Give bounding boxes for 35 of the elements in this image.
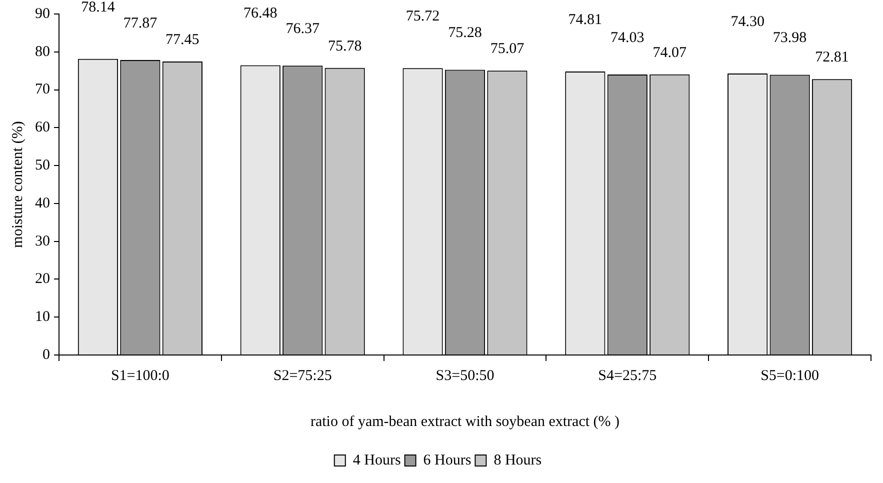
data-label: 74.81 [568,12,602,28]
data-label: 77.87 [123,15,158,32]
data-label: 74.30 [730,14,764,30]
y-tick-label: 30 [35,233,50,250]
legend-label: 8 Hours [494,452,542,468]
data-label: 73.98 [772,30,807,46]
y-tick-label: 70 [35,82,50,98]
data-label: 78.14 [81,0,116,16]
y-tick-label: 90 [35,6,50,22]
data-label: 74.07 [652,44,687,61]
y-tick-label: 10 [35,309,50,326]
y-tick-label: 80 [35,44,50,60]
data-label: 76.48 [244,6,278,22]
y-tick-label: 40 [35,195,50,212]
data-label: 74.03 [610,30,644,46]
x-tick-label: S1=100:0 [110,368,170,384]
data-label: 75.72 [406,8,440,25]
data-label: 75.07 [490,41,525,58]
data-label: 72.81 [815,50,849,66]
y-tick-label: 0 [42,346,50,363]
y-tick-label: 60 [35,120,50,136]
x-tick-label: S2=75:25 [273,368,332,384]
legend-label: 6 Hours [423,452,472,468]
x-axis-title: ratio of yam-bean extract with soybean extract (% ) [310,414,620,430]
data-label: 77.45 [166,32,200,48]
x-tick-label: S4=25:75 [598,368,657,384]
data-label: 75.78 [328,38,362,54]
data-label: 76.37 [286,21,320,38]
y-axis-title: moisture content (%) [10,121,26,248]
y-tick-label: 20 [35,271,50,288]
data-label: 75.28 [448,25,482,42]
legend-label: 4 Hours [352,452,401,468]
y-tick-label: 50 [35,157,50,174]
x-tick-label: S5=0:100 [760,368,820,384]
x-tick-label: S3=50:50 [436,368,494,384]
